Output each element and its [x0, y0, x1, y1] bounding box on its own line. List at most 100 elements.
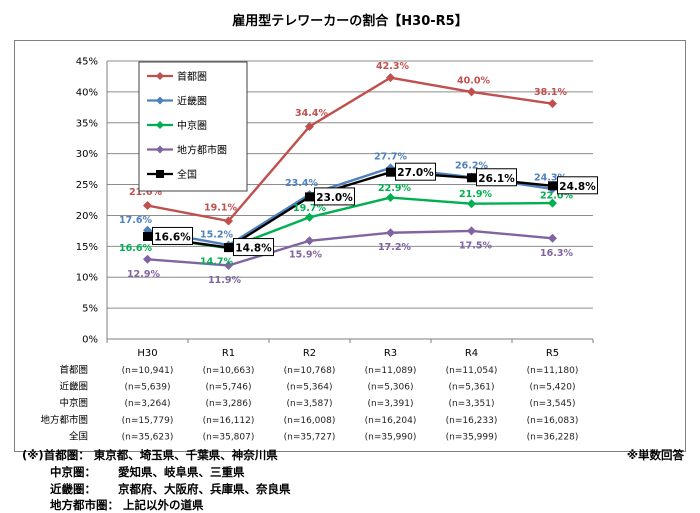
marker-diamond [305, 121, 314, 131]
legend-marker [156, 170, 164, 178]
marker-diamond [143, 254, 152, 264]
n-table-cell: (n=10,768) [284, 366, 336, 376]
note-line-2: 中京圏： 愛知県、岐阜県、三重県 [50, 464, 245, 480]
n-table-row-label: 地方都市圏 [40, 414, 88, 426]
n-table-cell: (n=35,807) [203, 432, 255, 442]
n-table-cell: (n=11,180) [527, 366, 579, 376]
note-3-body: 京都府、大阪府、兵庫県、奈良県 [118, 482, 291, 496]
y-tick-label: 35% [76, 118, 98, 129]
n-table-cell: (n=3,545) [529, 399, 575, 409]
data-label: 21.6% [129, 187, 162, 198]
note-1-head: (※)首都圏： [22, 448, 90, 462]
legend-label: 中京圏 [177, 119, 207, 132]
x-tick-label: R3 [384, 348, 397, 359]
n-table-row-label: 全国 [69, 430, 88, 442]
n-table-row-label: 中京圏 [59, 397, 88, 409]
data-label: 38.1% [534, 87, 567, 98]
data-label: 16.3% [540, 248, 573, 259]
y-tick-label: 5% [82, 304, 98, 315]
marker-diamond [143, 201, 152, 211]
n-table-cell: (n=16,204) [365, 416, 417, 426]
data-label: 15.2% [200, 230, 233, 241]
x-tick-label: H30 [137, 348, 157, 359]
data-label: 15.9% [289, 249, 322, 260]
y-tick-label: 0% [82, 335, 98, 346]
data-label-box [395, 162, 436, 181]
n-table-cell: (n=5,364) [286, 383, 332, 393]
legend-label: 近畿圏 [177, 95, 207, 108]
note-4-body: 上記以外の道県 [123, 498, 204, 512]
x-tick-label: R4 [465, 348, 478, 359]
y-tick-label: 30% [76, 149, 98, 160]
n-table-cell: (n=3,351) [448, 399, 494, 409]
data-label: 40.0% [457, 75, 490, 86]
n-table-cell: (n=5,361) [448, 383, 494, 393]
marker-diamond [305, 236, 314, 246]
series-line-3 [147, 229, 553, 267]
y-tick-label: 20% [76, 211, 98, 222]
data-label: 42.3% [376, 61, 409, 72]
marker-zenkoku [386, 167, 395, 177]
data-label: 14.7% [200, 257, 233, 268]
x-tick-label: R5 [546, 348, 559, 359]
data-label: 34.4% [295, 108, 328, 119]
marker-diamond [467, 226, 476, 236]
single-answer-note: ※単数回答 [626, 448, 684, 462]
marker-zenkoku [224, 243, 233, 253]
marker-zenkoku [143, 231, 152, 241]
n-table-row-label: 近畿圏 [59, 381, 88, 393]
data-label: 17.5% [459, 240, 492, 251]
n-table-cell: (n=5,420) [529, 383, 575, 393]
data-label-zenkoku: 24.8% [559, 181, 596, 193]
marker-diamond [548, 233, 557, 243]
marker-diamond [386, 193, 395, 203]
data-label: 23.4% [285, 178, 318, 189]
series-line-0 [147, 76, 553, 223]
x-tick-label: R2 [303, 348, 316, 359]
data-label: 24.3% [534, 172, 567, 183]
y-tick-label: 10% [76, 273, 98, 284]
n-table-cell: (n=3,264) [124, 399, 170, 409]
n-table-cell: (n=35,623) [122, 432, 174, 442]
data-label-box [152, 226, 193, 245]
n-table-cell: (n=10,663) [203, 366, 255, 376]
data-label-box [557, 176, 598, 195]
x-tick-label: R1 [222, 348, 235, 359]
legend-marker [156, 121, 164, 129]
legend-label: 地方都市圏 [177, 144, 227, 157]
note-4-head: 地方都市圏： [50, 498, 119, 512]
marker-diamond [305, 212, 314, 222]
marker-zenkoku [548, 181, 557, 191]
data-label: 19.7% [293, 203, 326, 214]
n-table-cell: (n=5,306) [367, 383, 413, 393]
data-label-zenkoku: 23.0% [316, 192, 353, 204]
data-label: 12.9% [127, 269, 160, 280]
n-table-cell: (n=5,639) [124, 383, 170, 393]
legend-label: 首都圏 [177, 70, 207, 83]
marker-zenkoku [305, 192, 314, 202]
y-tick-label: 40% [76, 87, 98, 98]
data-label: 17.6% [119, 215, 152, 226]
legend-box [138, 61, 248, 192]
chart-title: 雇用型テレワーカーの割合【H30-R5】 [232, 14, 468, 29]
data-label: 26.2% [455, 161, 488, 172]
data-label: 16.6% [119, 243, 152, 254]
data-label: 11.9% [208, 275, 241, 286]
n-table-cell: (n=11,089) [365, 366, 417, 376]
data-label-zenkoku: 16.6% [154, 231, 191, 243]
data-label-box [314, 187, 355, 206]
chart-frame [14, 40, 686, 452]
marker-zenkoku [467, 173, 476, 183]
note-3-head: 近畿圏： [50, 482, 96, 496]
marker-diamond [548, 198, 557, 208]
n-table-cell: (n=10,941) [122, 366, 174, 376]
n-table-cell: (n=36,228) [527, 432, 579, 442]
data-label: 22.0% [540, 191, 573, 202]
n-table-cell: (n=3,391) [367, 399, 413, 409]
data-label-zenkoku: 27.0% [397, 167, 434, 179]
data-label: 17.2% [378, 242, 411, 253]
data-label: 19.1% [204, 203, 237, 214]
data-label-zenkoku: 14.8% [235, 243, 272, 255]
n-table-cell: (n=5,746) [205, 383, 251, 393]
n-table-cell: (n=11,054) [446, 366, 498, 376]
